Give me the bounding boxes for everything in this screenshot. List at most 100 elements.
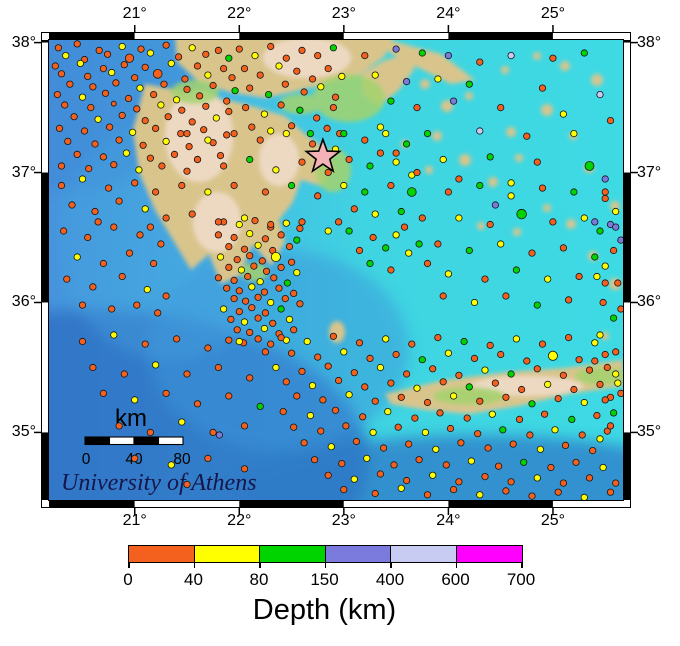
earthquake-epicenter-dot xyxy=(355,246,364,255)
earthquake-epicenter-dot xyxy=(317,83,325,91)
earthquake-epicenter-dot xyxy=(290,326,298,334)
earthquake-epicenter-dot xyxy=(596,331,604,339)
earthquake-epicenter-dot xyxy=(570,188,578,196)
earthquake-epicenter-dot xyxy=(246,374,254,382)
earthquake-epicenter-dot xyxy=(308,75,317,83)
earthquake-epicenter-dot xyxy=(329,104,337,112)
earthquake-epicenter-dot xyxy=(476,491,484,499)
colorbar-tick-label: 600 xyxy=(441,570,470,589)
earthquake-epicenter-dot xyxy=(185,143,193,151)
earthquake-epicenter-dot xyxy=(261,188,269,196)
earthquake-epicenter-dot xyxy=(64,137,72,146)
earthquake-epicenter-dot xyxy=(474,430,482,438)
earthquake-epicenter-dot xyxy=(376,363,384,372)
frame-part xyxy=(239,500,344,507)
earthquake-epicenter-dot xyxy=(220,64,228,73)
earthquake-epicenter-dot xyxy=(612,370,620,378)
earthquake-epicenter-dot xyxy=(275,284,283,292)
earthquake-epicenter-dot xyxy=(188,210,196,218)
earthquake-epicenter-dot xyxy=(99,259,108,268)
earthquake-epicenter-dot xyxy=(94,115,102,123)
earthquake-epicenter-dot xyxy=(298,46,306,54)
earthquake-epicenter-dot xyxy=(167,461,175,469)
colorbar-tick-label: 80 xyxy=(249,570,269,589)
earthquake-epicenter-dot xyxy=(512,335,520,343)
earthquake-epicenter-dot xyxy=(486,153,494,161)
earthquake-epicenter-dot xyxy=(601,194,609,203)
earthquake-epicenter-dot xyxy=(288,122,296,130)
earthquake-epicenter-dot xyxy=(225,54,233,62)
earthquake-epicenter-dot xyxy=(242,297,250,305)
earthquake-epicenter-dot xyxy=(154,309,162,317)
earthquake-epicenter-dot xyxy=(549,54,557,62)
earthquake-epicenter-dot xyxy=(502,292,510,300)
earthquake-epicenter-dot xyxy=(323,124,331,133)
earthquake-epicenter-dot xyxy=(267,298,275,307)
earthquake-epicenter-dot xyxy=(392,149,400,157)
frame-part xyxy=(623,172,630,303)
earthquake-epicenter-dot xyxy=(188,118,196,126)
earthquake-epicenter-dot xyxy=(397,484,405,492)
earthquake-epicenter-dot xyxy=(73,40,81,48)
earthquake-epicenter-dot xyxy=(476,58,484,66)
earthquake-epicenter-dot xyxy=(87,104,95,112)
earthquake-epicenter-dot xyxy=(559,110,568,118)
earthquake-epicenter-dot xyxy=(515,415,524,423)
colorbar-tick-label: 400 xyxy=(375,570,405,589)
earthquake-epicenter-dot xyxy=(371,397,379,405)
earthquake-epicenter-dot xyxy=(405,249,413,257)
earthquake-epicenter-dot xyxy=(340,348,348,356)
earthquake-epicenter-dot xyxy=(394,423,402,431)
earthquake-epicenter-dot xyxy=(580,49,588,57)
earthquake-epicenter-dot xyxy=(175,53,183,61)
earthquake-epicenter-dot xyxy=(585,366,594,374)
earthquake-epicenter-dot xyxy=(331,93,340,101)
earthquake-epicenter-dot xyxy=(158,162,166,170)
earthquake-epicenter-dot xyxy=(298,218,306,226)
earthquake-epicenter-dot xyxy=(246,328,254,336)
earthquake-epicenter-dot xyxy=(460,337,468,346)
earthquake-epicenter-dot xyxy=(596,227,604,235)
lon-label-bottom: 23° xyxy=(331,512,356,529)
earthquake-epicenter-dot xyxy=(260,110,268,118)
earthquake-epicenter-dot xyxy=(240,214,249,222)
earthquake-epicenter-dot xyxy=(554,488,562,496)
earthquake-epicenter-dot xyxy=(418,49,426,57)
earthquake-epicenter-dot xyxy=(202,102,210,110)
frame-part xyxy=(552,500,623,507)
earthquake-epicenter-dot xyxy=(361,383,369,391)
frame-part xyxy=(343,500,449,507)
earthquake-epicenter-dot xyxy=(481,366,489,374)
earthquake-epicenter-dot xyxy=(162,214,170,222)
earthquake-epicenter-dot xyxy=(536,445,544,453)
earthquake-epicenter-dot xyxy=(361,136,369,144)
earthquake-epicenter-dot xyxy=(256,71,264,79)
earthquake-epicenter-dot xyxy=(162,389,170,397)
frame-part xyxy=(42,40,49,43)
earthquake-epicenter-dot xyxy=(60,227,68,235)
earthquake-epicenter-dot xyxy=(157,101,165,109)
earthquake-epicenter-dot xyxy=(589,446,597,455)
earthquake-epicenter-dot xyxy=(262,267,271,275)
earthquake-epicenter-dot xyxy=(429,471,437,479)
earthquake-epicenter-dot xyxy=(470,298,479,307)
earthquake-epicenter-dot xyxy=(214,218,222,226)
earthquake-epicenter-dot xyxy=(617,389,623,397)
earthquake-epicenter-dot xyxy=(376,149,384,157)
earthquake-epicenter-dot xyxy=(209,81,217,90)
earthquake-epicenter-dot xyxy=(242,104,250,112)
earthquake-epicenter-dot xyxy=(150,259,158,268)
earthquake-epicenter-dot xyxy=(384,407,392,416)
earthquake-epicenter-dot xyxy=(392,231,400,239)
earthquake-epicenter-dot xyxy=(484,444,492,452)
earthquake-epicenter-dot xyxy=(329,44,337,52)
colorbar-segment xyxy=(194,546,260,562)
lon-label-bottom: 22° xyxy=(227,512,252,529)
earthquake-epicenter-dot xyxy=(306,130,314,138)
earthquake-epicenter-dot xyxy=(120,370,128,378)
earthquake-epicenter-dot xyxy=(382,130,390,138)
earthquake-epicenter-dot xyxy=(68,201,76,209)
earthquake-epicenter-dot xyxy=(617,305,623,313)
earthquake-epicenter-dot xyxy=(146,49,155,57)
earthquake-epicenter-dot xyxy=(290,423,298,431)
